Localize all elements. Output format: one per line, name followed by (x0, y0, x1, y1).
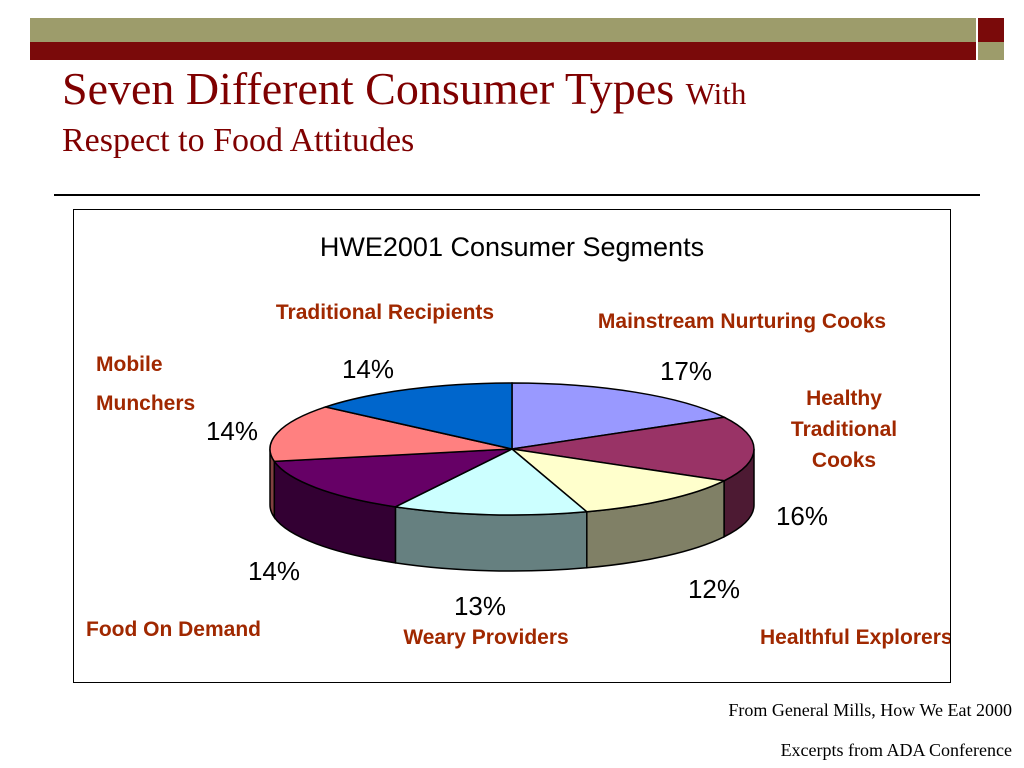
data-label-4: 14% (248, 556, 300, 586)
title-main: Seven Different Consumer Types (62, 63, 675, 114)
pie-slice-side-3 (394, 505, 588, 572)
data-label-2: 12% (688, 574, 740, 604)
pie-slice-4 (272, 448, 513, 508)
header-corner-olive-square (978, 42, 1004, 60)
segment-label-6: Traditional Recipients (276, 301, 494, 324)
segment-label-0: Mainstream Nurturing Cooks (598, 310, 886, 333)
segment-label-5-line-1: Munchers (96, 392, 195, 415)
data-label-5: 14% (206, 416, 258, 446)
chart-title: HWE2001 Consumer Segments (320, 232, 704, 262)
pie-slice-1 (511, 416, 755, 482)
source-line-1: From General Mills, How We Eat 2000 (728, 700, 1012, 720)
header-corner-maroon-square (978, 18, 1004, 42)
header-decoration-bar (0, 0, 1024, 60)
header-maroon-bar (30, 42, 976, 60)
pie-chart: HWE2001 Consumer Segments 17% Mainstream … (86, 232, 950, 649)
source-line-2: Excerpts from ADA Conference (780, 740, 1012, 760)
segment-label-1-line-2: Cooks (812, 449, 876, 472)
data-label-0: 17% (660, 356, 712, 386)
segment-label-1-line-1: Traditional (791, 418, 897, 441)
data-label-3: 13% (454, 591, 506, 621)
title-line2: Respect to Food Attitudes (62, 122, 415, 159)
pie-slice-5 (269, 406, 513, 463)
segment-label-5-line-0: Mobile (96, 353, 163, 376)
slide-title: Seven Different Consumer Types With Resp… (62, 66, 962, 158)
segment-label-3: Weary Providers (403, 626, 568, 649)
title-divider (54, 194, 980, 196)
pie-slice-6 (322, 382, 513, 450)
title-small: With (685, 76, 747, 111)
data-label-6: 14% (342, 354, 394, 384)
chart-frame: HWE2001 Consumer Segments 17% Mainstream … (73, 209, 951, 683)
pie-slice-0 (511, 382, 727, 450)
segment-label-4: Food On Demand (86, 618, 261, 641)
data-label-1: 16% (776, 501, 828, 531)
header-olive-bar (30, 18, 976, 42)
pie-slice-2 (509, 447, 727, 513)
pie-slice-3 (392, 448, 589, 516)
segment-label-2: Healthful Explorers (760, 626, 950, 649)
segment-label-1-line-0: Healthy (806, 387, 882, 410)
